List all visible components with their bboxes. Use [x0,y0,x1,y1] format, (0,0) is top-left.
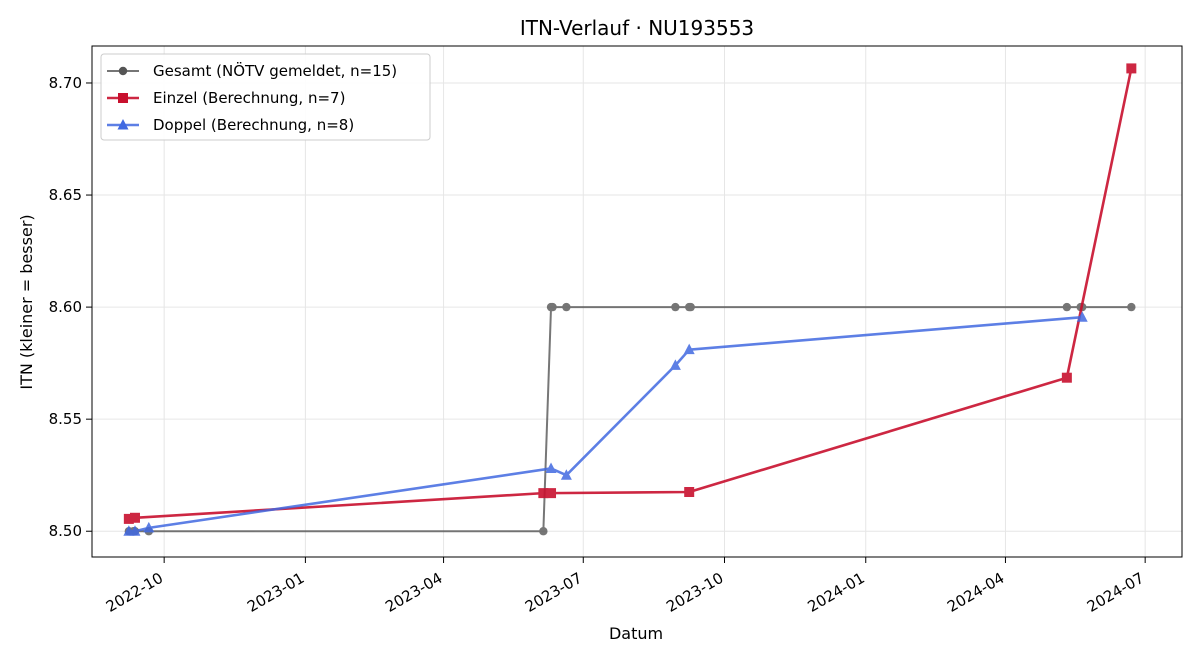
x-tick-label: 2024-07 [1084,569,1147,616]
legend-entry: Gesamt (NÖTV gemeldet, n=15) [107,61,397,80]
legend-box [100,53,431,141]
data-point [143,521,155,533]
chart-title: ITN-Verlauf · NU193553 [520,16,754,40]
series-3 [123,311,1088,536]
data-point [1127,302,1136,312]
y-tick-label: 8.60 [49,298,82,316]
legend-label: Einzel (Berechnung, n=7) [153,89,345,107]
y-tick-label: 8.55 [49,410,82,428]
legend: Gesamt (NÖTV gemeldet, n=15) Einzel (Bere… [100,53,431,141]
y-tick-label: 8.65 [49,186,82,204]
data-point [686,302,695,312]
legend-entry: Doppel (Berechnung, n=8) [107,116,354,134]
data-point [1076,311,1088,322]
y-tick-label: 8.50 [49,522,82,540]
data-point [545,462,557,473]
data-point [562,302,571,312]
x-tick-label: 2022-10 [103,569,166,616]
data-point [669,359,681,370]
data-point [538,488,549,499]
x-axis-title: Datum [609,624,663,643]
y-tick-label: 8.70 [49,74,82,92]
x-tick-label: 2023-10 [663,569,726,616]
grid [92,46,1182,557]
legend-label: Gesamt (NÖTV gemeldet, n=15) [153,61,397,80]
series-2 [123,63,1137,524]
data-point [129,525,141,536]
data-point [1062,302,1072,312]
data-point [684,487,695,498]
data-point [560,469,572,480]
axes: 2022-10 2023-01 2023-04 2023-07 2023-10 2024-… [49,74,1148,616]
legend-label: Doppel (Berechnung, n=8) [153,116,354,134]
x-tick-label: 2024-01 [804,569,867,616]
data-point [548,302,557,312]
legend-swatch-marker [117,119,129,130]
plot-frame [91,45,1183,558]
series-line [128,315,1083,533]
data-point [539,527,548,536]
x-tick-label: 2024-04 [944,569,1007,616]
x-tick-label: 2023-07 [522,569,585,616]
legend-swatch-marker [118,93,128,103]
series-layer [123,63,1137,536]
data-point [123,513,134,524]
y-axis-title: ITN (kleiner = besser) [17,214,36,389]
x-tick-label: 2023-01 [244,569,307,616]
data-point [546,488,557,499]
data-point [1061,372,1072,383]
x-tick-label: 2023-04 [382,569,445,616]
legend-entry: Einzel (Berechnung, n=7) [107,89,345,107]
legend-swatch-marker [118,66,128,76]
data-point [683,343,695,355]
data-point [129,512,140,523]
data-point [671,302,680,312]
data-point [1126,63,1137,74]
